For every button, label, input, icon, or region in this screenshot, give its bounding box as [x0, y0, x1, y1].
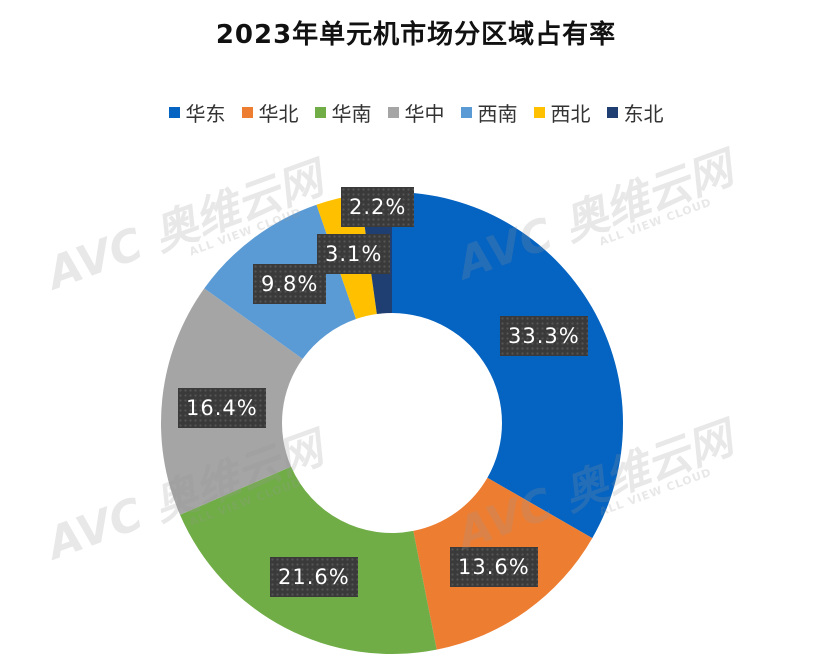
legend-swatch: [460, 107, 472, 118]
data-label: 16.4%: [178, 388, 266, 428]
legend: 华东 华北 华南 华中 西南 西北 东北: [0, 98, 832, 127]
data-label: 3.1%: [317, 234, 391, 274]
slice-华东: [392, 192, 623, 539]
legend-label: 华东: [185, 102, 226, 126]
legend-item: 华北: [241, 98, 299, 127]
legend-swatch: [314, 107, 326, 118]
legend-label: 西南: [477, 102, 518, 126]
legend-swatch: [387, 107, 399, 118]
legend-swatch: [533, 107, 545, 118]
data-label: 21.6%: [270, 557, 358, 597]
legend-swatch: [168, 107, 180, 118]
legend-item: 东北: [606, 98, 664, 127]
legend-label: 西北: [550, 102, 591, 126]
legend-label: 东北: [623, 102, 664, 126]
data-label: 2.2%: [341, 187, 415, 227]
legend-label: 华北: [258, 102, 299, 126]
legend-item: 西南: [460, 98, 518, 127]
data-label: 13.6%: [450, 547, 538, 587]
legend-item: 西北: [533, 98, 591, 127]
legend-item: 华南: [314, 98, 372, 127]
chart-title: 2023年单元机市场分区域占有率: [215, 20, 617, 50]
legend-label: 华南: [331, 102, 372, 126]
legend-item: 华东: [168, 98, 226, 127]
legend-label: 华中: [404, 102, 445, 126]
legend-swatch: [241, 107, 253, 118]
legend-swatch: [606, 107, 618, 118]
data-label: 33.3%: [500, 316, 588, 356]
legend-item: 华中: [387, 98, 445, 127]
data-label: 9.8%: [253, 264, 327, 304]
